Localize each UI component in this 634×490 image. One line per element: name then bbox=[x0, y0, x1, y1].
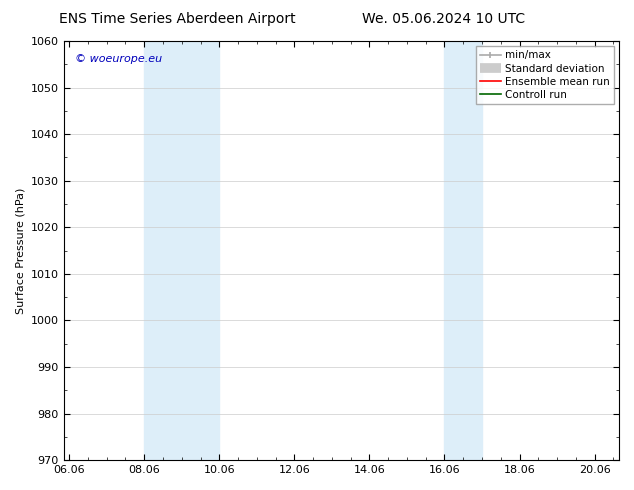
Text: We. 05.06.2024 10 UTC: We. 05.06.2024 10 UTC bbox=[362, 12, 526, 26]
Legend: min/max, Standard deviation, Ensemble mean run, Controll run: min/max, Standard deviation, Ensemble me… bbox=[476, 46, 614, 104]
Y-axis label: Surface Pressure (hPa): Surface Pressure (hPa) bbox=[15, 187, 25, 314]
Text: © woeurope.eu: © woeurope.eu bbox=[75, 53, 162, 64]
Bar bbox=[444, 41, 482, 460]
Bar bbox=[144, 41, 219, 460]
Text: ENS Time Series Aberdeen Airport: ENS Time Series Aberdeen Airport bbox=[59, 12, 296, 26]
